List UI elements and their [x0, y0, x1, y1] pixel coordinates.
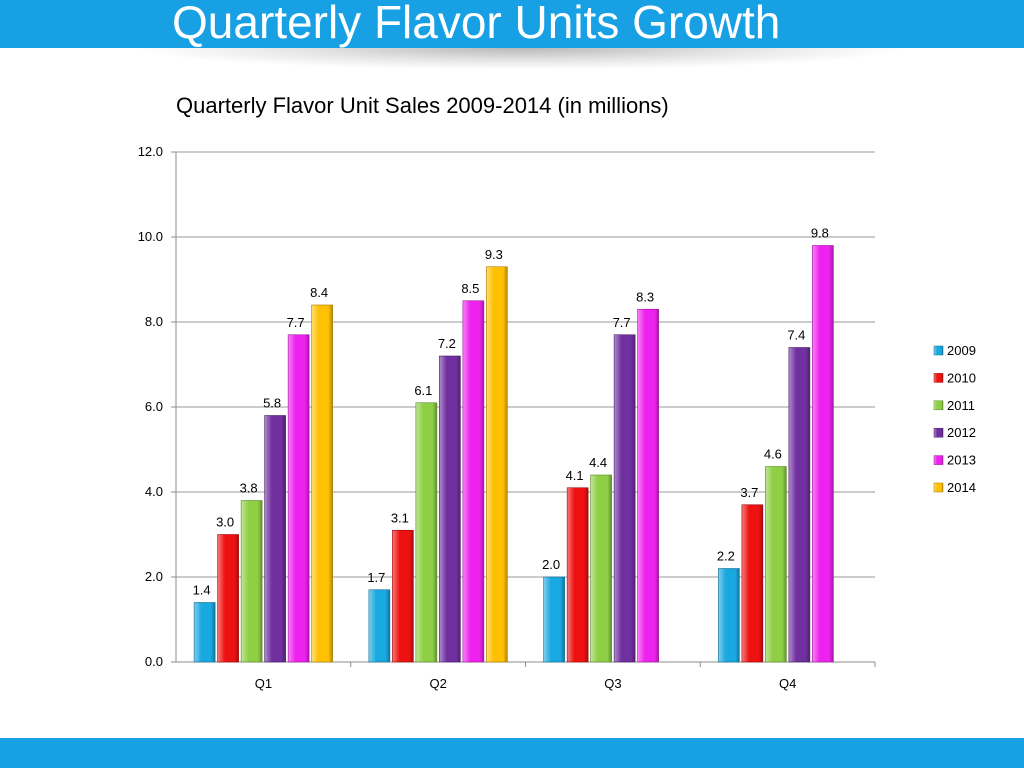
- legend-label: 2011: [947, 398, 975, 413]
- chart-title: Quarterly Flavor Unit Sales 2009-2014 (i…: [176, 93, 669, 118]
- x-tick-label: Q1: [255, 676, 272, 691]
- y-tick-label: 0.0: [145, 654, 163, 669]
- legend-swatch: [933, 427, 944, 438]
- data-label: 3.7: [740, 485, 758, 500]
- legend-swatch: [933, 373, 944, 383]
- bar: [812, 245, 834, 663]
- legend-swatch: [933, 345, 944, 356]
- bar: [240, 500, 263, 663]
- slide-title: Quarterly Flavor Units Growth: [172, 0, 781, 48]
- data-label: 3.0: [216, 515, 234, 530]
- y-tick-label: 6.0: [145, 399, 163, 414]
- title-banner: [0, 0, 1024, 48]
- data-label: 8.4: [310, 285, 328, 300]
- legend-label: 2012: [947, 425, 976, 440]
- bar: [590, 474, 612, 663]
- legend-swatch: [933, 400, 944, 411]
- data-label: 1.7: [367, 570, 385, 585]
- bar: [311, 304, 333, 663]
- bar: [217, 534, 239, 663]
- bar: [439, 355, 461, 663]
- bar: [788, 347, 811, 663]
- legend-swatch: [933, 482, 944, 493]
- bar: [193, 602, 216, 663]
- bar: [368, 589, 391, 663]
- data-label: 9.3: [485, 247, 503, 262]
- bar: [566, 487, 589, 663]
- data-label: 8.3: [636, 289, 654, 304]
- bar: [264, 415, 286, 663]
- data-label: 7.2: [438, 336, 456, 351]
- bar: [741, 504, 764, 663]
- y-tick-label: 12.0: [138, 144, 163, 159]
- x-tick-label: Q3: [604, 676, 621, 691]
- data-label: 5.8: [263, 396, 281, 411]
- x-tick-label: Q2: [429, 676, 446, 691]
- footer-banner: [0, 738, 1024, 768]
- data-label: 6.1: [414, 383, 432, 398]
- bar: [613, 334, 636, 663]
- legend-label: 2014: [947, 480, 976, 495]
- data-label: 2.2: [717, 549, 735, 564]
- bar: [637, 308, 659, 663]
- legend-label: 2009: [947, 343, 976, 358]
- bar: [765, 466, 787, 663]
- bar: [392, 529, 414, 663]
- data-label: 4.4: [589, 455, 607, 470]
- data-label: 7.4: [787, 328, 805, 343]
- bar: [718, 568, 740, 663]
- data-label: 3.8: [240, 481, 258, 496]
- legend-label: 2010: [947, 370, 976, 385]
- data-label: 3.1: [391, 510, 409, 525]
- data-label: 8.5: [461, 281, 479, 296]
- y-tick-label: 2.0: [145, 569, 163, 584]
- bar-chart: Quarterly Flavor Unit Sales 2009-2014 (i…: [138, 93, 976, 691]
- bar: [287, 334, 310, 663]
- legend-label: 2013: [947, 453, 976, 468]
- data-label: 7.7: [287, 315, 305, 330]
- data-label: 4.6: [764, 447, 782, 462]
- x-tick-label: Q4: [779, 676, 796, 691]
- data-label: 1.4: [193, 583, 211, 598]
- y-tick-label: 8.0: [145, 314, 163, 329]
- data-label: 9.8: [811, 226, 829, 241]
- bar: [543, 576, 565, 663]
- y-tick-label: 10.0: [138, 229, 163, 244]
- data-label: 2.0: [542, 557, 560, 572]
- legend-swatch: [933, 455, 944, 465]
- title-shadow: [130, 48, 910, 70]
- y-tick-label: 4.0: [145, 484, 163, 499]
- data-label: 4.1: [566, 468, 584, 483]
- bar: [415, 402, 438, 663]
- data-label: 7.7: [613, 315, 631, 330]
- bar: [462, 300, 485, 663]
- bar: [486, 266, 508, 663]
